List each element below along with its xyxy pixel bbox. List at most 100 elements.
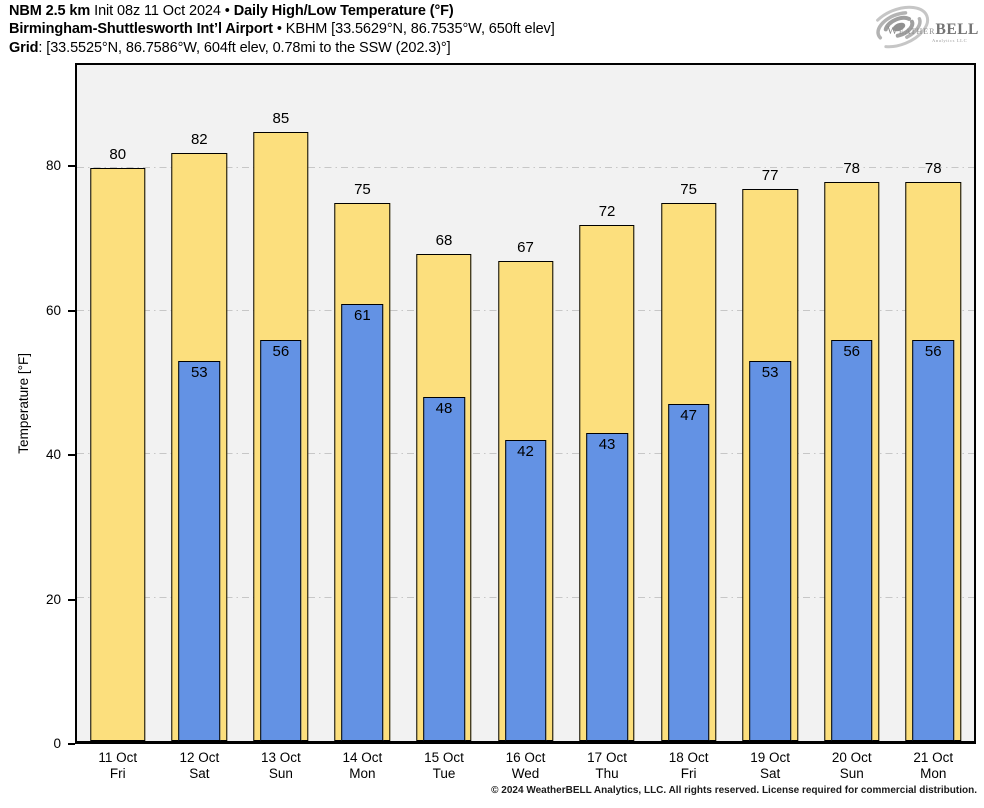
bar-group: 67 42 16 Oct Wed bbox=[485, 65, 567, 781]
y-axis-tick bbox=[68, 309, 75, 312]
bar-group: 85 56 13 Oct Sun bbox=[240, 65, 322, 781]
bar-low: 42 bbox=[504, 439, 547, 741]
weatherbell-logo: WeatherBELL Analytics LLC bbox=[868, 5, 979, 49]
x-axis-weekday: Fri bbox=[680, 766, 697, 781]
high-value-label: 75 bbox=[680, 181, 697, 199]
bar-low: 56 bbox=[912, 339, 955, 741]
x-axis-label: 15 Oct Tue bbox=[395, 750, 493, 782]
high-value-label: 82 bbox=[190, 131, 208, 149]
high-value-label: 67 bbox=[517, 238, 534, 256]
bar-low: 61 bbox=[341, 303, 384, 741]
header-line-2: Birmingham-Shuttlesworth Int’l Airport •… bbox=[9, 20, 555, 38]
x-axis-weekday: Sat bbox=[760, 766, 781, 781]
y-axis-tick-label: 40 bbox=[45, 447, 61, 463]
y-axis-tick bbox=[68, 598, 75, 601]
x-axis-label: 18 Oct Fri bbox=[640, 750, 738, 782]
gridline-80 bbox=[77, 166, 974, 168]
x-axis-label: 14 Oct Mon bbox=[314, 750, 412, 782]
high-value-label: 77 bbox=[761, 167, 779, 185]
x-axis-label: 19 Oct Sat bbox=[721, 750, 819, 782]
x-axis-label: 17 Oct Thu bbox=[558, 750, 656, 782]
x-axis-date: 16 Oct bbox=[505, 750, 546, 765]
bar-group: 77 53 19 Oct Sat bbox=[729, 65, 811, 781]
y-axis-tick-label: 60 bbox=[45, 302, 61, 318]
x-axis-label: 21 Oct Mon bbox=[884, 750, 982, 782]
x-axis-label: 11 Oct Fri bbox=[69, 750, 167, 782]
bar-low: 56 bbox=[830, 339, 873, 741]
x-axis-weekday: Thu bbox=[595, 766, 619, 781]
bar-low: 56 bbox=[260, 339, 302, 741]
x-axis-weekday: Mon bbox=[349, 766, 376, 781]
bar-group: 72 43 17 Oct Thu bbox=[566, 65, 648, 781]
x-axis-date: 21 Oct bbox=[913, 750, 954, 765]
bar-low: 47 bbox=[667, 404, 710, 741]
high-value-label: 80 bbox=[109, 145, 127, 163]
y-axis: 0 20 40 60 80 bbox=[0, 63, 75, 751]
x-axis-weekday: Sun bbox=[839, 766, 864, 781]
x-axis-date: 14 Oct bbox=[342, 750, 383, 765]
high-value-label: 78 bbox=[924, 159, 942, 177]
high-value-label: 75 bbox=[354, 181, 371, 199]
x-axis-date: 15 Oct bbox=[424, 750, 464, 765]
separator-bullet: • bbox=[224, 3, 230, 19]
chart-header: NBM 2.5 km Init 08z 11 Oct 2024 • Daily … bbox=[9, 2, 555, 57]
low-value-label: 56 bbox=[843, 342, 861, 360]
x-axis-label: 12 Oct Sat bbox=[150, 750, 248, 782]
low-value-label: 56 bbox=[272, 342, 290, 360]
x-axis-weekday: Fri bbox=[109, 766, 126, 781]
bar-group: 78 56 21 Oct Mon bbox=[892, 65, 974, 781]
low-value-label: 53 bbox=[190, 364, 208, 382]
x-axis-weekday: Tue bbox=[432, 766, 456, 781]
high-value-label: 85 bbox=[272, 109, 290, 127]
grid-label: Grid bbox=[9, 39, 39, 56]
y-axis-tick bbox=[68, 165, 75, 168]
x-axis-weekday: Wed bbox=[511, 766, 540, 781]
station-name: Birmingham-Shuttlesworth Int’l Airport bbox=[9, 21, 273, 38]
y-axis-tick-label: 0 bbox=[53, 736, 61, 751]
high-value-label: 72 bbox=[598, 202, 616, 220]
low-value-label: 42 bbox=[517, 442, 534, 460]
bar-high bbox=[90, 167, 146, 741]
high-value-label: 68 bbox=[435, 231, 453, 249]
bar-group: 75 47 18 Oct Fri bbox=[648, 65, 730, 781]
logo-wordmark: WeatherBELL bbox=[887, 21, 979, 38]
bar-low: 48 bbox=[423, 396, 465, 741]
high-value-label: 78 bbox=[843, 159, 861, 177]
grid-coordinates: : [33.5525°N, 86.7586°W, 604ft elev, 0.7… bbox=[38, 39, 451, 56]
copyright-notice: © 2024 WeatherBELL Analytics, LLC. All r… bbox=[491, 785, 977, 796]
low-value-label: 56 bbox=[924, 342, 942, 360]
x-axis-date: 19 Oct bbox=[750, 750, 791, 765]
bar-group: 68 48 15 Oct Tue bbox=[403, 65, 485, 781]
x-axis-weekday: Sat bbox=[189, 766, 210, 781]
x-axis-date: 18 Oct bbox=[668, 750, 709, 765]
x-axis-date: 12 Oct bbox=[179, 750, 220, 765]
bars-layer: 80 11 Oct Fri 82 53 12 Oct Sat 85 56 13 Oct Sun 75 6… bbox=[77, 65, 974, 781]
x-axis-date: 20 Oct bbox=[831, 750, 872, 765]
separator-bullet: • bbox=[276, 21, 282, 38]
x-axis-date: 13 Oct bbox=[260, 750, 301, 765]
low-value-label: 47 bbox=[680, 407, 697, 425]
bar-low: 53 bbox=[178, 361, 221, 741]
y-axis-tick bbox=[68, 743, 75, 745]
low-value-label: 61 bbox=[354, 306, 371, 324]
y-axis-tick bbox=[68, 454, 75, 457]
x-axis-label: 16 Oct Wed bbox=[477, 750, 575, 782]
low-value-label: 53 bbox=[761, 364, 779, 382]
y-axis-tick-label: 80 bbox=[45, 158, 61, 174]
chart-title: Daily High/Low Temperature (°F) bbox=[233, 3, 454, 19]
low-value-label: 43 bbox=[598, 435, 616, 453]
bar-low: 53 bbox=[749, 361, 791, 741]
hurricane-swirl-icon bbox=[868, 5, 930, 49]
station-coordinates: KBHM [33.5629°N, 86.7535°W, 650ft elev] bbox=[285, 21, 555, 38]
header-line-3: Grid: [33.5525°N, 86.7586°W, 604ft elev,… bbox=[9, 39, 555, 57]
x-axis-weekday: Sun bbox=[268, 766, 293, 781]
logo-subtext: Analytics LLC bbox=[932, 38, 967, 43]
model-name: NBM 2.5 km bbox=[9, 3, 91, 19]
x-axis-date: 17 Oct bbox=[587, 750, 627, 765]
plot-area: 80 11 Oct Fri 82 53 12 Oct Sat 85 56 13 Oct Sun 75 6… bbox=[75, 63, 976, 781]
x-axis-label: 13 Oct Sun bbox=[232, 750, 330, 782]
bar-group: 82 53 12 Oct Sat bbox=[159, 65, 241, 781]
x-axis-label: 20 Oct Sun bbox=[803, 750, 901, 782]
bar-group: 78 56 20 Oct Sun bbox=[811, 65, 893, 781]
